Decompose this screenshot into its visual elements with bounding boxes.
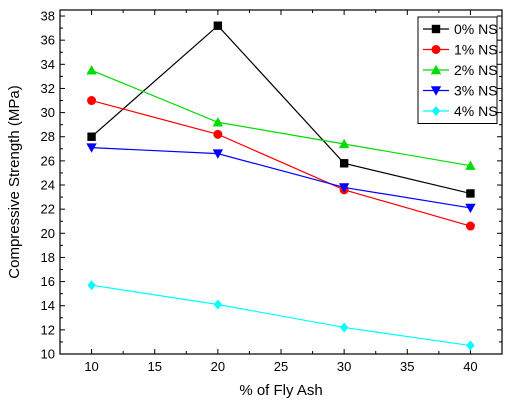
x-tick-label: 20 [211,359,225,374]
series-line [91,99,471,227]
data-point [213,299,223,310]
y-tick-label: 16 [41,274,55,289]
data-point [86,143,97,153]
y-tick-label: 24 [41,178,55,193]
legend-label: 1% NS [454,42,498,58]
legend-label: 3% NS [454,83,498,99]
legend: 0% NS 1% NS 2% NS 3% NS 4% NS [417,16,498,124]
legend-marker [430,64,442,75]
legend-label: 4% NS [454,103,498,119]
data-point [339,159,349,168]
y-axis-title: Compressive Strength (MPa) [6,85,23,278]
legend-item: 4% NS [423,103,498,119]
data-point [86,65,97,75]
data-point [338,138,350,149]
y-tick-label: 38 [41,9,55,24]
y-tick-label: 34 [41,57,55,72]
data-point [87,132,96,141]
legend-item: 0% NS [423,21,498,37]
y-tick-label: 14 [41,298,55,313]
data-point [212,117,224,127]
data-point [213,21,223,30]
data-point [465,203,476,214]
series-2 [86,65,476,170]
x-tick-label: 35 [400,359,414,374]
data-point [87,96,97,106]
legend-marker [431,106,441,116]
legend-item: 1% NS [423,42,498,58]
series-0 [87,21,475,198]
legend-label: 2% NS [454,62,498,78]
series-line [91,147,471,209]
data-point [213,129,223,139]
legend-item: 3% NS [423,83,498,99]
data-point [338,183,350,193]
series-3 [86,143,476,214]
x-tick-label: 25 [274,359,288,374]
x-axis: 10 15 20 25 30 35 40 [59,10,503,374]
legend-marker [431,45,441,54]
series-line [91,24,471,195]
x-axis-title: % of Fly Ash [239,382,322,399]
x-tick-label: 10 [84,359,98,374]
data-point [339,322,349,333]
y-tick-label: 30 [41,105,55,120]
legend-marker [430,86,442,96]
y-tick-label: 10 [41,347,55,362]
x-tick-label: 15 [147,359,161,374]
legend-label: 0% NS [454,21,498,37]
y-axis: 10 12 14 16 18 20 22 24 26 28 30 32 34 36 38 [41,9,502,362]
series-1 [87,96,475,231]
y-tick-label: 36 [41,33,55,48]
y-tick-label: 32 [41,81,55,96]
x-tick-label: 40 [463,359,477,374]
y-tick-label: 18 [41,250,55,265]
legend-marker [431,24,441,34]
legend-item: 2% NS [423,62,498,78]
y-tick-label: 12 [41,322,55,337]
data-point [212,149,224,159]
series-4 [87,280,475,351]
series-layer [86,21,476,351]
data-point [465,160,476,170]
y-tick-label: 28 [41,129,55,144]
data-point [87,280,96,291]
data-point [466,189,475,198]
y-tick-label: 26 [41,153,55,168]
y-tick-label: 22 [41,202,55,217]
series-line [91,284,471,347]
y-tick-label: 20 [41,226,55,241]
series-line [91,69,471,167]
data-point [466,340,475,351]
data-point [465,221,475,231]
x-tick-label: 30 [337,359,351,374]
